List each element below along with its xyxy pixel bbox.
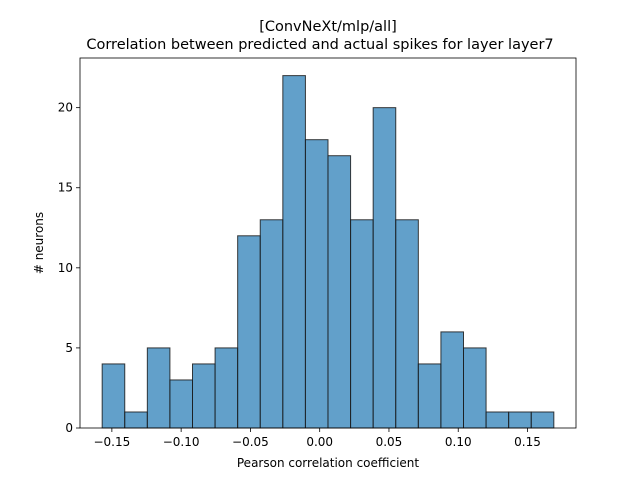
- histogram-bar: [124, 411, 148, 429]
- y-tick-label: 20: [58, 101, 73, 115]
- histogram-bar: [259, 219, 284, 429]
- histogram-bar: [350, 219, 374, 429]
- histogram-bar: [101, 363, 126, 429]
- histogram-bars: [101, 75, 555, 429]
- x-tick-label: 0.05: [376, 435, 403, 449]
- y-axis-ticks: 0 5 10 15 20: [58, 101, 80, 435]
- x-tick-label: 0.00: [306, 435, 333, 449]
- histogram-bar: [417, 363, 442, 429]
- y-tick-label: 5: [65, 341, 73, 355]
- y-tick-label: 15: [58, 181, 73, 195]
- histogram-bar: [304, 139, 329, 429]
- histogram-bar: [395, 219, 419, 429]
- y-tick-label: 0: [65, 421, 73, 435]
- x-axis-ticks: −0.15 −0.10 −0.05 0.00 0.05 0.10 0.15: [93, 428, 541, 449]
- histogram-bar: [372, 107, 397, 429]
- histogram-bar: [462, 347, 487, 429]
- y-tick-label: 10: [58, 261, 73, 275]
- x-tick-label: −0.05: [232, 435, 269, 449]
- histogram-bar: [282, 75, 306, 429]
- histogram-bar: [146, 347, 171, 429]
- histogram-bar: [169, 379, 194, 429]
- histogram-bar: [530, 411, 555, 429]
- x-tick-label: 0.15: [514, 435, 541, 449]
- x-axis-label: Pearson correlation coefficient: [237, 456, 420, 470]
- chart-title-line-2: Correlation between predicted and actual…: [86, 37, 553, 53]
- histogram-bar: [508, 411, 532, 429]
- histogram-bar: [214, 347, 239, 429]
- x-tick-label: −0.10: [163, 435, 200, 449]
- y-axis-label: # neurons: [32, 212, 46, 274]
- histogram-bar: [192, 363, 216, 429]
- histogram-bar: [327, 155, 352, 429]
- histogram-bar: [485, 411, 510, 429]
- histogram-bar: [237, 235, 261, 429]
- chart-title-line-1: [ConvNeXt/mlp/all]: [259, 19, 397, 35]
- plot-area-frame: [79, 57, 577, 429]
- histogram-bar: [440, 331, 464, 429]
- x-tick-label: 0.10: [445, 435, 472, 449]
- x-tick-label: −0.15: [93, 435, 130, 449]
